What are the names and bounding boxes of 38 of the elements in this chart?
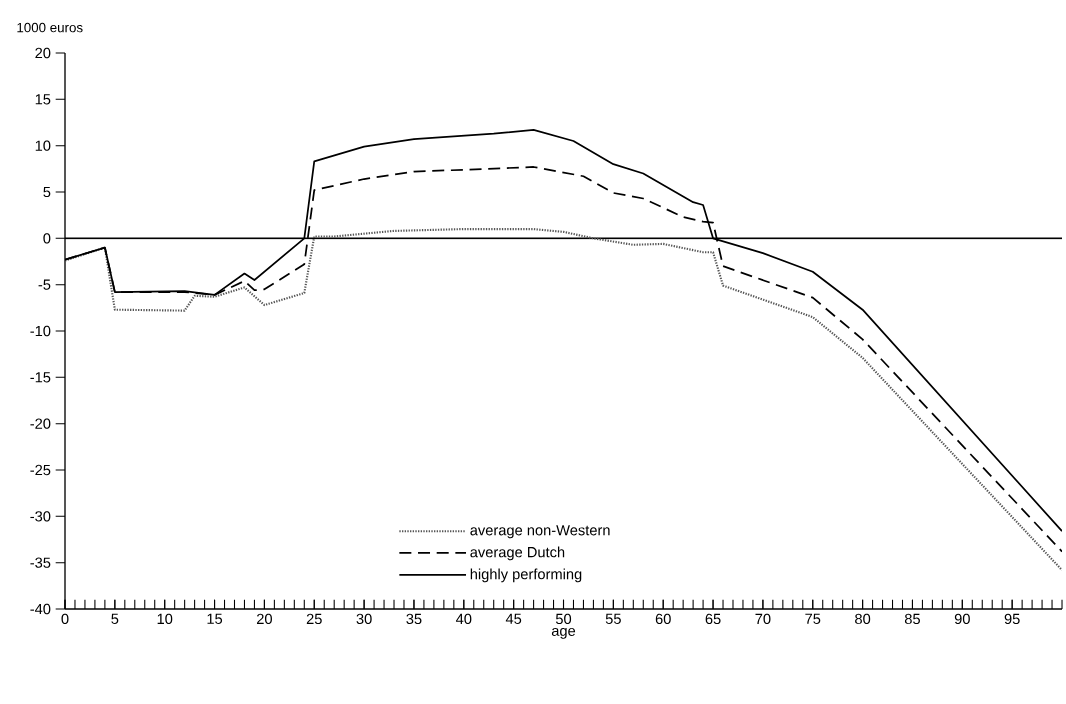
x-tick-label: 35 <box>406 613 422 625</box>
y-tick-label: -25 <box>30 464 51 476</box>
x-tick-label: 30 <box>356 613 372 625</box>
x-tick-label: 5 <box>111 613 119 624</box>
y-tick-label: -5 <box>38 279 51 290</box>
legend-label: average non-Western <box>470 525 610 539</box>
x-tick-label: 0 <box>61 613 69 625</box>
x-tick-label: 20 <box>256 613 272 625</box>
x-tick-label: 70 <box>755 613 771 625</box>
y-tick-label: 10 <box>35 140 51 151</box>
legend-label: highly performing <box>470 568 582 583</box>
x-tick-label: 60 <box>655 613 671 625</box>
y-tick-label: 0 <box>43 233 51 244</box>
x-tick-label: 65 <box>705 613 721 625</box>
x-tick-label: 55 <box>605 613 621 624</box>
legend-label: average Dutch <box>470 546 565 561</box>
y-tick-label: -15 <box>30 372 51 383</box>
x-tick-label: 85 <box>904 613 920 625</box>
y-tick-label: 20 <box>35 47 51 59</box>
x-tick-label: 40 <box>455 613 472 625</box>
x-tick-label: 45 <box>505 613 522 624</box>
y-tick-label: 5 <box>43 186 51 198</box>
y-tick-label: -40 <box>30 603 51 615</box>
x-tick-label: 90 <box>954 613 970 625</box>
y-tick-label: -30 <box>30 511 51 522</box>
x-tick-label: 50 <box>555 613 572 625</box>
x-tick-label: 80 <box>855 613 871 625</box>
x-tick-label: 15 <box>207 613 223 624</box>
x-tick-label: 10 <box>157 613 173 625</box>
y-tick-label: -35 <box>30 557 51 568</box>
y-tick-label: -10 <box>30 325 51 337</box>
x-tick-label: 95 <box>1004 613 1020 625</box>
x-tick-label: 75 <box>805 613 821 624</box>
y-tick-label: -20 <box>30 418 51 429</box>
y-tick-label: 15 <box>35 94 51 105</box>
x-tick-label: 25 <box>306 613 322 625</box>
x-axis-title: age <box>551 627 576 639</box>
y-axis-title: 1000 euros <box>17 22 83 33</box>
